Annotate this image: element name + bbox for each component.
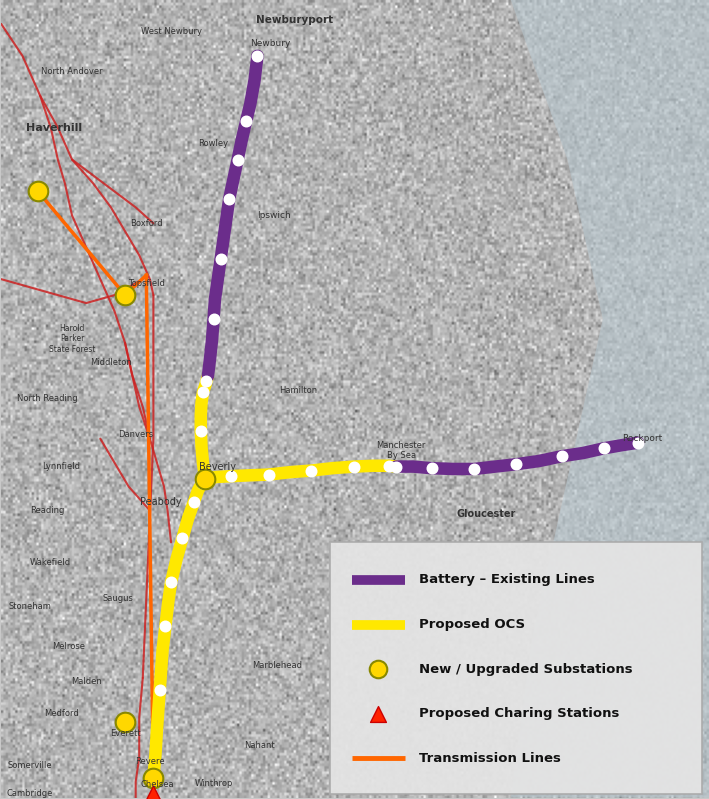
Point (598, 442, 610, 455)
FancyBboxPatch shape (330, 543, 702, 793)
Text: Reading: Reading (30, 506, 65, 515)
Text: Melrose: Melrose (52, 642, 85, 650)
Point (426, 462, 437, 475)
Text: Transmission Lines: Transmission Lines (419, 752, 561, 765)
Text: Marblehead: Marblehead (252, 662, 302, 670)
Text: Revere: Revere (135, 757, 164, 766)
Text: Boxford: Boxford (130, 219, 162, 228)
Text: Lynnfield: Lynnfield (43, 462, 80, 471)
Point (165, 576, 177, 589)
Text: Proposed Charing Stations: Proposed Charing Stations (419, 707, 619, 721)
Point (348, 460, 359, 473)
Point (252, 50, 263, 62)
Text: Newbury: Newbury (250, 39, 291, 49)
Point (197, 386, 208, 399)
Point (195, 424, 206, 437)
Point (208, 312, 219, 325)
Text: Danvers: Danvers (118, 430, 153, 439)
Point (196, 476, 208, 489)
Polygon shape (510, 0, 709, 797)
Point (240, 115, 252, 128)
Text: Cambridge: Cambridge (6, 789, 52, 798)
Text: Malden: Malden (71, 678, 101, 686)
Text: Gloucester: Gloucester (457, 510, 515, 519)
Point (160, 620, 171, 633)
Text: Topsfield: Topsfield (128, 279, 164, 288)
Point (510, 458, 522, 471)
Text: Harold
Parker
State Forest: Harold Parker State Forest (49, 324, 95, 354)
Text: Hamilton: Hamilton (279, 386, 318, 396)
Text: Nahant: Nahant (244, 741, 275, 750)
Point (556, 450, 567, 463)
Point (119, 288, 130, 301)
Point (372, 707, 384, 720)
Text: Rockport: Rockport (622, 434, 662, 443)
Point (632, 436, 644, 449)
Point (391, 460, 402, 473)
Text: Newburyport: Newburyport (257, 15, 333, 25)
Text: New / Upgraded Substations: New / Upgraded Substations (419, 662, 632, 676)
Text: West Newbury: West Newbury (140, 27, 201, 37)
Point (201, 375, 212, 388)
Point (33, 185, 44, 198)
Point (384, 459, 395, 472)
Text: Winthrop: Winthrop (194, 779, 233, 788)
Point (232, 153, 243, 166)
Point (154, 683, 165, 696)
Text: Battery – Existing Lines: Battery – Existing Lines (419, 574, 595, 586)
Text: Beverly: Beverly (199, 462, 235, 471)
Point (147, 787, 159, 799)
Text: Rowley: Rowley (199, 139, 228, 148)
Text: Everett: Everett (110, 729, 140, 738)
Text: Chelsea: Chelsea (140, 781, 174, 789)
Text: Somerville: Somerville (7, 761, 52, 770)
Point (188, 496, 199, 509)
Point (263, 468, 274, 481)
Text: Ipswich: Ipswich (257, 211, 291, 220)
Point (372, 663, 384, 676)
Point (223, 193, 235, 206)
Text: Peabody: Peabody (140, 498, 182, 507)
Text: Proposed OCS: Proposed OCS (419, 618, 525, 631)
Text: Middleton: Middleton (90, 359, 132, 368)
Text: Saugus: Saugus (103, 594, 133, 602)
Point (199, 472, 211, 485)
Text: North Andover: North Andover (41, 67, 103, 76)
Text: North Reading: North Reading (17, 394, 77, 403)
Text: Stoneham: Stoneham (8, 602, 51, 610)
Point (147, 771, 159, 784)
Point (177, 532, 188, 545)
Text: Medford: Medford (44, 710, 79, 718)
Point (147, 771, 159, 784)
Point (199, 472, 211, 485)
Point (119, 715, 130, 728)
Text: Haverhill: Haverhill (26, 122, 82, 133)
Text: Manchester
By Sea: Manchester By Sea (376, 441, 426, 460)
Point (469, 463, 480, 475)
Point (306, 464, 317, 477)
Point (225, 470, 237, 483)
Point (215, 252, 226, 265)
Text: Wakefield: Wakefield (30, 558, 72, 566)
